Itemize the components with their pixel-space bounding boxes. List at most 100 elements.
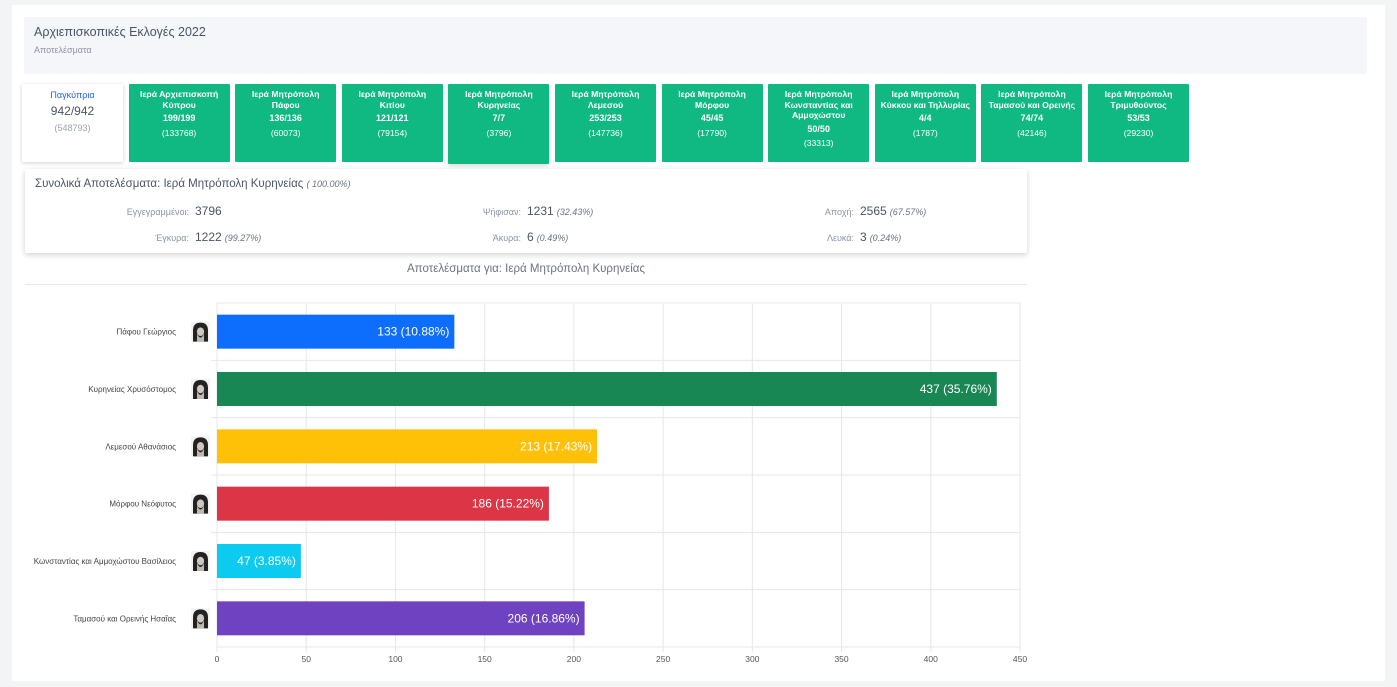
y-tick-label: Ταμασού και Ορεινής Ησαΐας <box>73 614 176 623</box>
summary-card: Συνολικά Αποτελέσματα: Ιερά Μητρόπολη Κυ… <box>25 169 1027 253</box>
tile-count: 74/74 <box>1020 113 1044 123</box>
bishop-portrait-icon <box>191 321 210 342</box>
stat-blank-label: Λευκά: <box>826 233 854 243</box>
tile-metropolis[interactable]: Ιερά Μητρόπολη Κιτίου 121/121 (79154) <box>341 84 443 162</box>
tile-name: Ιερά Μητρόπολη Πάφου <box>251 89 320 110</box>
x-tick-label: 400 <box>924 654 938 664</box>
stat-blank-pct: (0.24%) <box>869 233 902 243</box>
tile-name: Ιερά Μητρόπολη Κυρηνείας <box>465 89 533 110</box>
stat-valid-value: 1222 <box>195 230 222 244</box>
x-tick-label: 300 <box>745 654 759 664</box>
tile-registered: (1787) <box>912 127 938 138</box>
summary-title: Συνολικά Αποτελέσματα: Ιερά Μητρόπολη Κυ… <box>35 178 351 190</box>
stat-abstention-label: Αποχή: <box>824 207 854 217</box>
stat-invalid-pct: (0.49%) <box>536 233 569 243</box>
stat-abstention-pct: (67.57%) <box>889 207 927 217</box>
tile-name: Ιερά Μητρόπολη Κύκκου και Τηλλυρίας <box>880 89 971 110</box>
x-tick-label: 350 <box>834 654 848 664</box>
bar-value-label: 47 (3.85%) <box>237 554 296 568</box>
stat-blank-value: 3 <box>860 230 867 244</box>
tile-content: Ιερά Μητρόπολη Ταμασού και Ορεινής 74/74 (… <box>985 89 1078 138</box>
tile-metropolis[interactable]: Ιερά Μητρόπολη Κύκκου και Τηλλυρίας 4/4 (1… <box>874 84 976 162</box>
tile-count: 199/199 <box>162 113 196 123</box>
tile-registered: (17790) <box>697 127 727 138</box>
chart-title-divider <box>25 284 1027 285</box>
tile-name: Ιερά Μητρόπολη Κιτίου <box>358 89 427 110</box>
stat-blank: Λευκά: 3 (0.24%) <box>754 230 901 244</box>
x-tick-label: 250 <box>656 654 670 664</box>
tile-content: Ιερά Μητρόπολη Λεμεσού 253/253 (147736) <box>559 89 652 138</box>
tile-registered: (147736) <box>588 127 623 138</box>
tile-metropolis[interactable]: Ιερά Μητρόπολη Τριμυθούντος 53/53 (29230) <box>1088 84 1189 162</box>
tile-count: 121/121 <box>376 113 409 123</box>
tile-name: Παγκύπρια <box>50 90 95 100</box>
page-header: Αρχιεπισκοπικές Εκλογές 2022 Αποτελέσματ… <box>24 17 1367 74</box>
stat-valid-pct: (99.27%) <box>224 233 262 243</box>
tile-registered: (79154) <box>377 127 408 138</box>
tile-count: 4/4 <box>919 113 932 123</box>
tile-count: 253/253 <box>589 113 622 123</box>
bar-value-label: 206 (16.86%) <box>508 611 580 625</box>
tile-content: Ιερά Μητρόπολη Πάφου 136/136 (60073) <box>239 89 332 138</box>
x-tick-label: 150 <box>478 654 492 664</box>
bar-value-label: 213 (17.43%) <box>520 439 592 453</box>
tile-registered: (3796) <box>486 127 512 138</box>
tile-content: Ιερά Αρχιεπισκοπή Κύπρου 199/199 (133768) <box>133 89 226 138</box>
stat-voted-pct: (32.43%) <box>556 207 594 217</box>
tile-name: Ιερά Μητρόπολη Λεμεσού <box>571 89 640 110</box>
tile-metropolis[interactable]: Ιερά Μητρόπολη Κυρηνείας 7/7 (3796) <box>448 84 550 164</box>
bishop-portrait-icon <box>191 608 210 629</box>
tile-registered: (133768) <box>161 127 197 138</box>
tile-registered: (60073) <box>270 127 301 138</box>
avatar-part <box>196 384 205 394</box>
tile-metropolis[interactable]: Ιερά Μητρόπολη Πάφου 136/136 (60073) <box>235 84 337 162</box>
avatar-part <box>196 556 205 566</box>
stat-invalid: Άκυρα: 6 (0.49%) <box>421 230 568 244</box>
tile-metropolis[interactable]: Ιερά Μητρόπολη Μόρφου 45/45 (17790) <box>661 84 763 162</box>
bar <box>217 372 997 406</box>
tile-registered: (33313) <box>803 138 834 148</box>
bar-value-label: 133 (10.88%) <box>377 325 449 339</box>
stat-invalid-value: 6 <box>527 230 534 244</box>
tile-count: 7/7 <box>492 113 506 123</box>
tile-count: 136/136 <box>269 113 302 123</box>
tile-content: Ιερά Μητρόπολη Μόρφου 45/45 (17790) <box>666 89 759 138</box>
x-tick-label: 450 <box>1013 654 1027 664</box>
chart-title: Αποτελέσματα για: Ιερά Μητρόπολη Κυρηνεί… <box>407 263 645 275</box>
bar <box>217 314 455 349</box>
avatar-part <box>197 333 204 342</box>
x-tick-label: 0 <box>215 654 220 664</box>
tile-name: Ιερά Μητρόπολη Κωνσταντίας και Αμμοχώστο… <box>784 89 853 120</box>
page-subtitle: Αποτελέσματα <box>34 45 92 55</box>
x-tick-label: 100 <box>388 654 402 664</box>
stat-valid: Έγκυρα: 1222 (99.27%) <box>89 230 261 244</box>
stat-voted-value: 1231 <box>527 204 554 218</box>
tile-count: 50/50 <box>807 123 830 134</box>
tile-pancyprian[interactable]: Παγκύπρια 942/942 (548793) <box>22 84 123 162</box>
avatar-part <box>196 614 205 623</box>
tile-content: Ιερά Μητρόπολη Κιτίου 121/121 (79154) <box>346 89 439 138</box>
bar <box>217 486 549 521</box>
tile-metropolis[interactable]: Ιερά Μητρόπολη Λεμεσού 253/253 (147736) <box>555 84 656 162</box>
tile-name: Ιερά Αρχιεπισκοπή Κύπρου <box>139 89 219 110</box>
y-tick-label: Μόρφου Νεόφυτος <box>109 500 176 509</box>
y-tick-label: Λεμεσού Αθανάσιος <box>105 442 176 451</box>
stat-registered: Εγγεγραμμένοι: 3796 <box>89 204 222 218</box>
tile-metropolis[interactable]: Ιερά Μητρόπολη Ταμασού και Ορεινής 74/74 (… <box>981 84 1083 162</box>
tile-name: Ιερά Μητρόπολη Ταμασού και Ορεινής <box>988 89 1076 110</box>
tile-registered: (29230) <box>1123 127 1154 138</box>
avatar-part <box>197 563 204 571</box>
y-tick-label: Κωνσταντίας και Αμμοχώστου Βασίλειος <box>34 557 176 566</box>
stat-abstention-value: 2565 <box>860 204 887 218</box>
stat-valid-label: Έγκυρα: <box>155 233 189 243</box>
tile-metropolis[interactable]: Ιερά Μητρόπολη Κωνσταντίας και Αμμοχώστο… <box>768 84 870 162</box>
avatar-part <box>196 442 205 451</box>
summary-title-text: Συνολικά Αποτελέσματα: Ιερά Μητρόπολη Κυ… <box>35 178 304 190</box>
tile-content: Ιερά Μητρόπολη Τριμυθούντος 53/53 (29230) <box>1092 89 1185 138</box>
avatar-part <box>196 327 205 336</box>
tile-metropolis[interactable]: Ιερά Αρχιεπισκοπή Κύπρου 199/199 (133768) <box>128 84 230 162</box>
stat-voted: Ψήφισαν: 1231 (32.43%) <box>421 204 593 218</box>
y-tick-label: Κυρηνείας Χρυσόστομος <box>88 385 176 394</box>
bar <box>217 601 585 636</box>
